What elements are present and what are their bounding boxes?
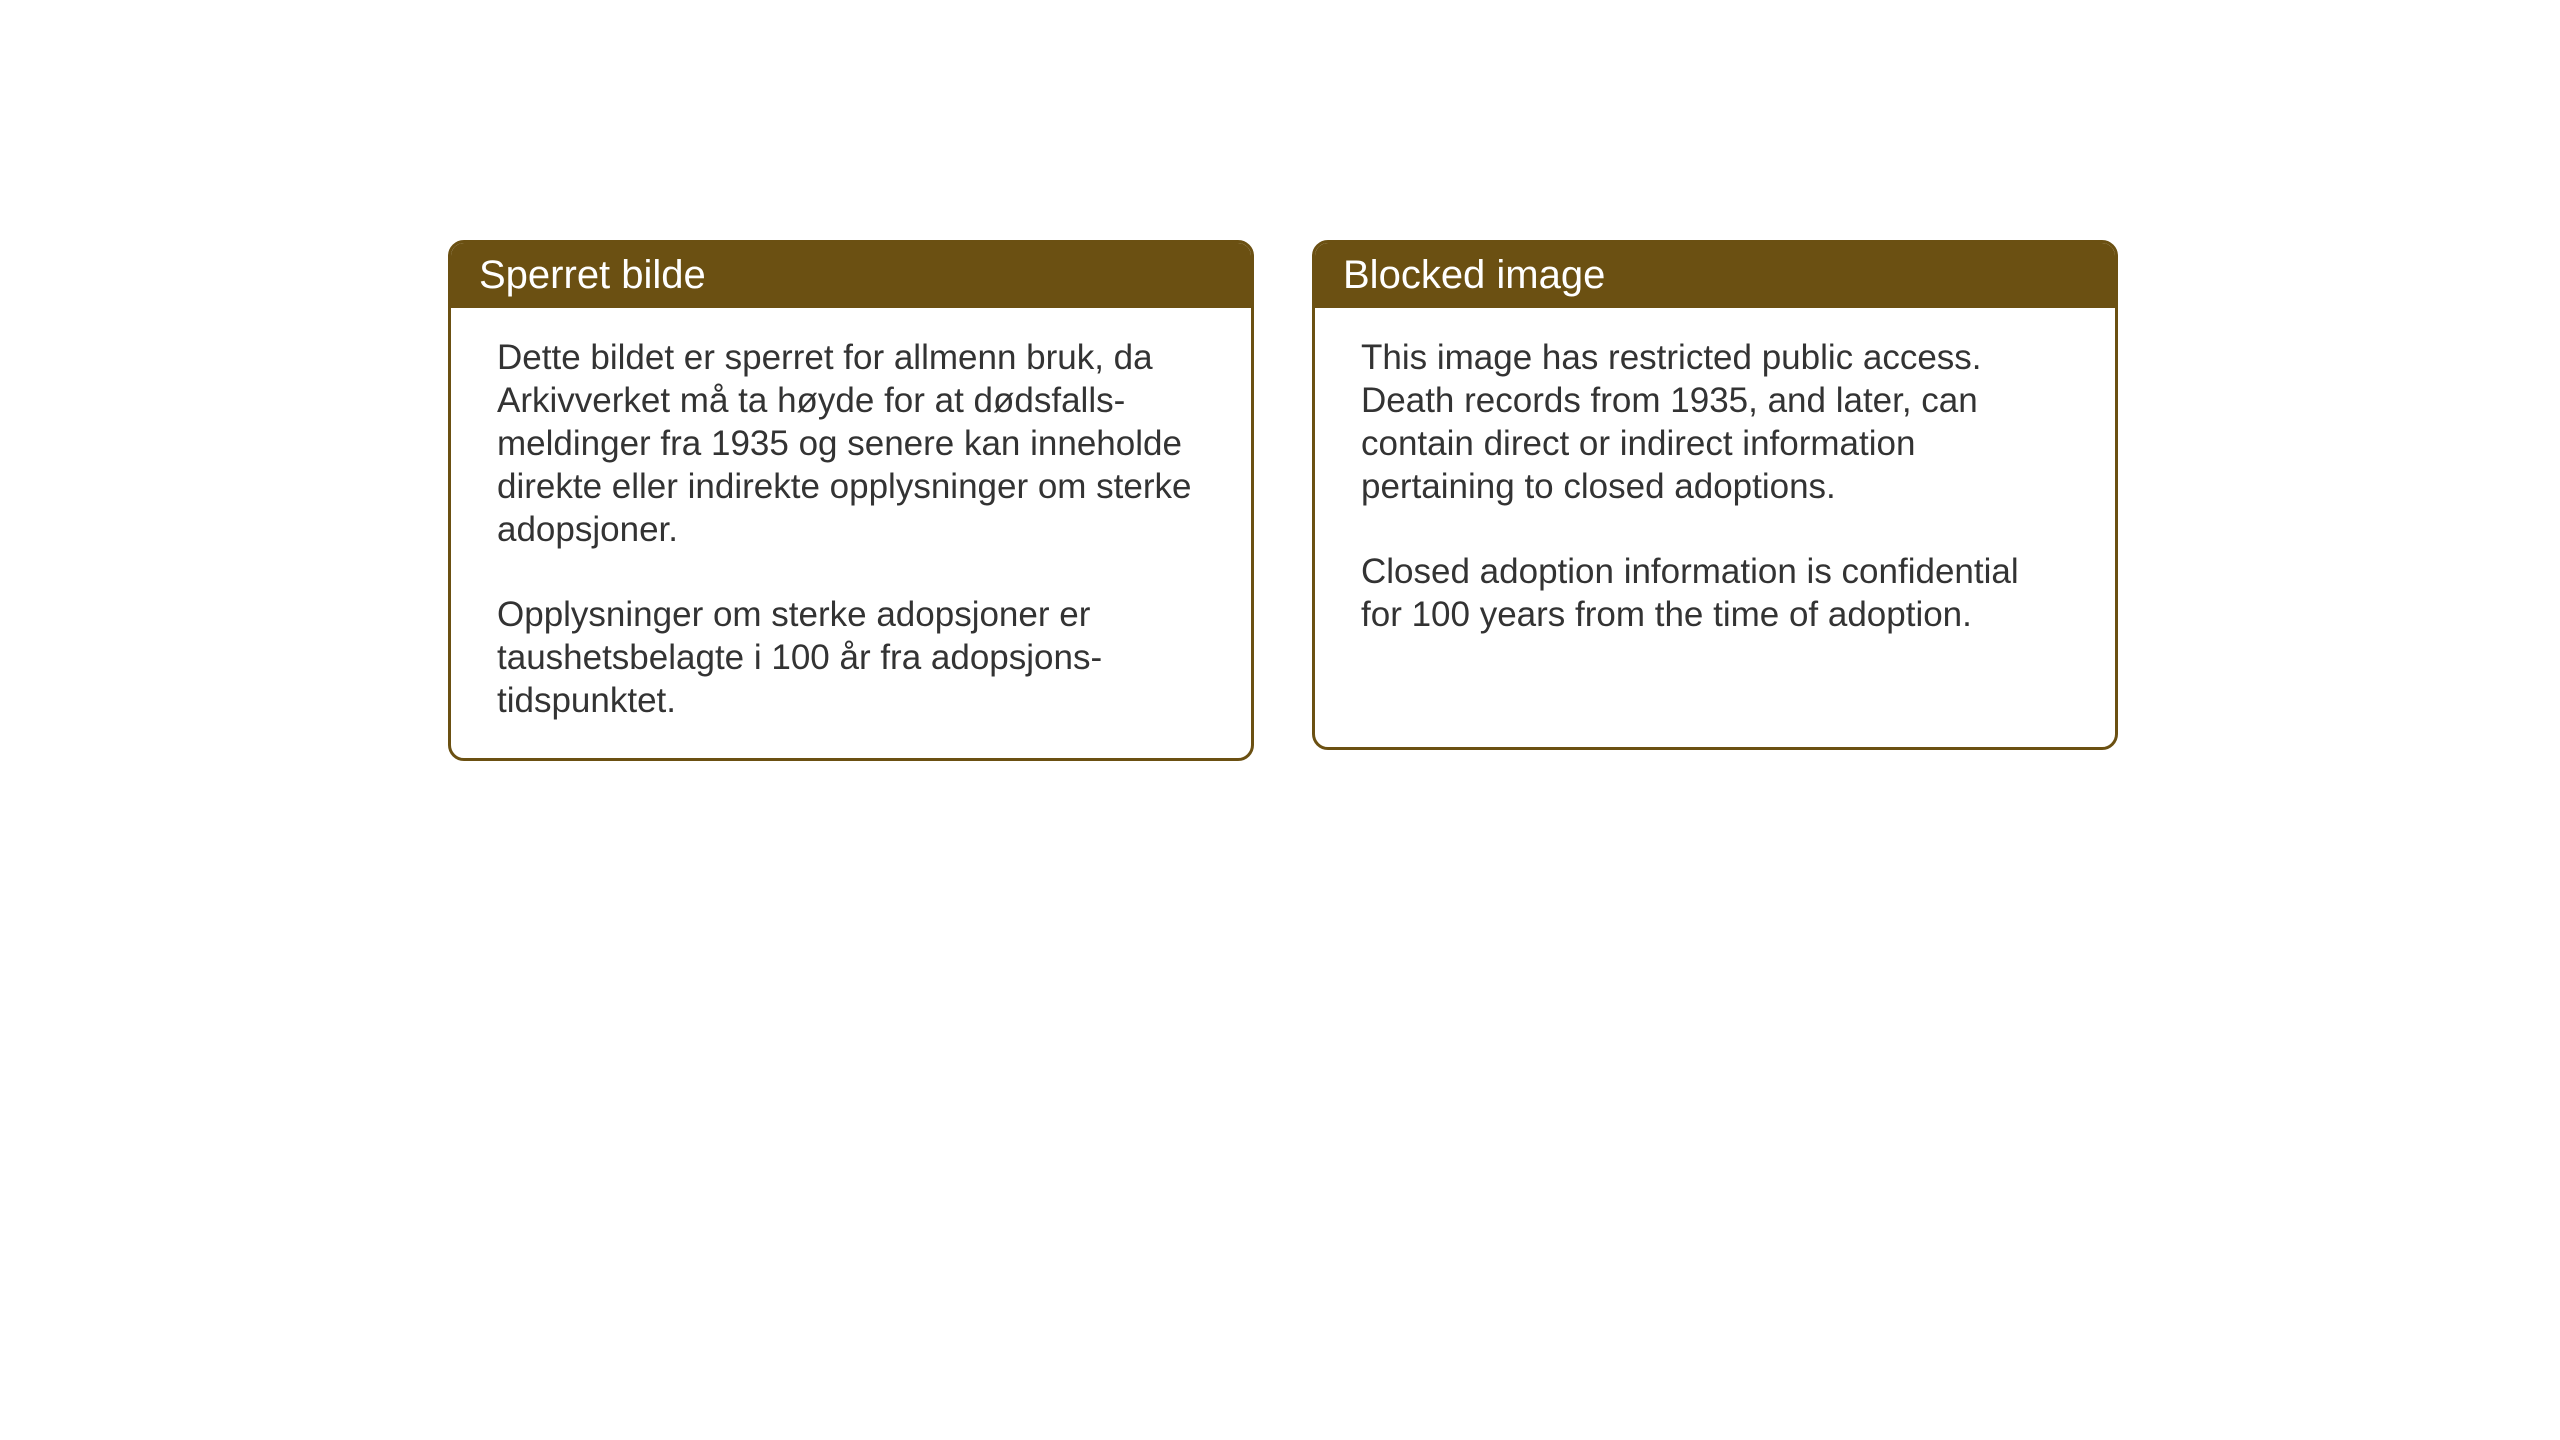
card-english: Blocked image This image has restricted … [1312, 240, 2118, 750]
cards-container: Sperret bilde Dette bildet er sperret fo… [448, 240, 2118, 761]
card-english-header: Blocked image [1315, 243, 2115, 308]
card-norwegian: Sperret bilde Dette bildet er sperret fo… [448, 240, 1254, 761]
card-english-paragraph-2: Closed adoption information is confident… [1361, 550, 2069, 636]
card-norwegian-body: Dette bildet er sperret for allmenn bruk… [451, 308, 1251, 758]
card-english-paragraph-1: This image has restricted public access.… [1361, 336, 2069, 508]
card-norwegian-paragraph-1: Dette bildet er sperret for allmenn bruk… [497, 336, 1205, 551]
card-english-body: This image has restricted public access.… [1315, 308, 2115, 672]
card-norwegian-title: Sperret bilde [479, 253, 706, 297]
card-norwegian-header: Sperret bilde [451, 243, 1251, 308]
card-english-title: Blocked image [1343, 253, 1605, 297]
card-norwegian-paragraph-2: Opplysninger om sterke adopsjoner er tau… [497, 593, 1205, 722]
